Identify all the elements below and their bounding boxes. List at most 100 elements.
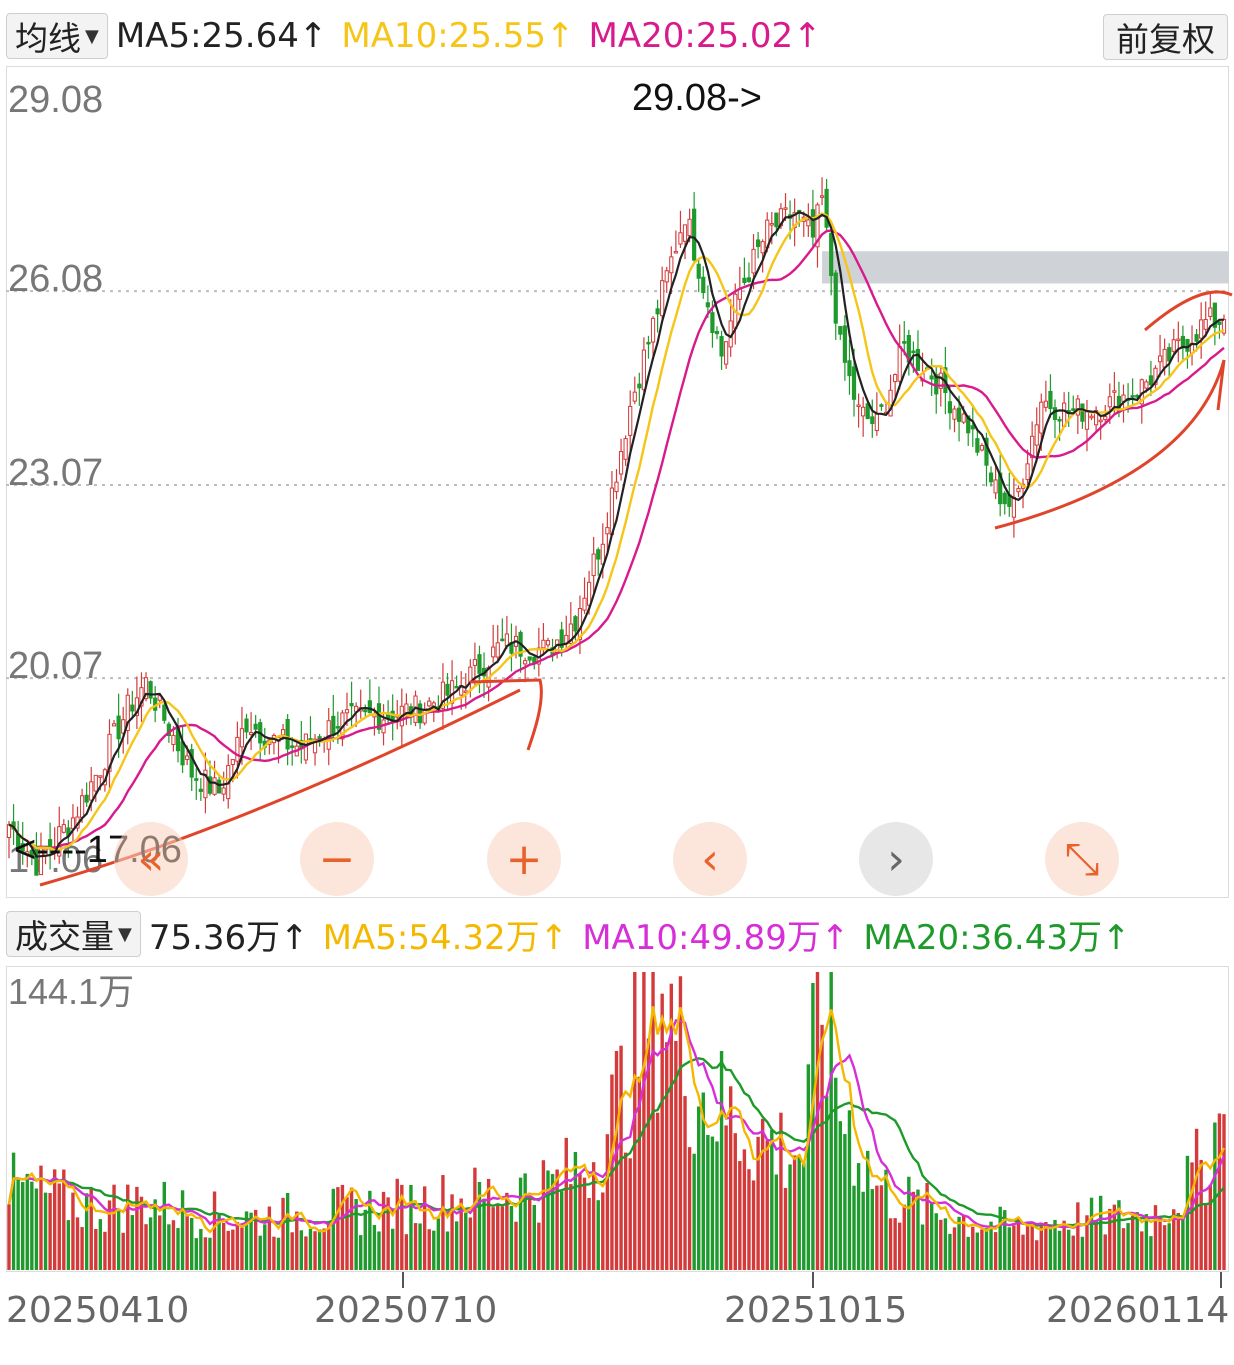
candle-body — [915, 348, 921, 371]
volume-bar — [966, 1236, 970, 1270]
candle-body — [235, 736, 240, 762]
volume-bar — [509, 1206, 514, 1270]
volume-bar — [107, 1200, 112, 1270]
volume-bar — [984, 1228, 989, 1270]
volume-bar — [971, 1226, 975, 1270]
candle-body — [710, 312, 715, 334]
volume-current: 75.36万↑ — [148, 917, 309, 958]
pan-left-button[interactable]: ‹ — [673, 822, 747, 896]
indicator-select[interactable]: 均线 ▼ — [6, 13, 108, 59]
candle-body — [1030, 435, 1035, 459]
candle-body — [1153, 367, 1158, 385]
volume-bar — [208, 1237, 212, 1270]
candle-body — [746, 277, 752, 283]
volume-panel[interactable] — [6, 966, 1229, 1272]
volume-bar — [221, 1222, 226, 1270]
minus-icon: − — [318, 833, 356, 885]
candle-body — [139, 687, 144, 707]
ma5-readout: MA5:25.64↑ — [115, 16, 328, 56]
volume-bar — [1190, 1162, 1194, 1270]
expand-icon: ⤡ — [1064, 833, 1100, 885]
volume-indicator-select[interactable]: 成交量 ▼ — [6, 911, 141, 957]
volume-bar — [468, 1217, 473, 1270]
volume-bar — [1167, 1223, 1171, 1270]
price-panel[interactable] — [6, 66, 1229, 898]
volume-bar — [80, 1227, 84, 1270]
volume-bar — [1057, 1230, 1062, 1270]
candle-body — [454, 685, 459, 689]
resistance-band — [822, 251, 1229, 284]
volume-bar — [1158, 1217, 1162, 1270]
volume-ma10-line — [7, 1019, 1226, 1230]
volume-bar — [943, 1218, 948, 1270]
candle-body — [870, 416, 875, 425]
candle-body — [1002, 492, 1007, 505]
volume-bar — [30, 1181, 34, 1270]
volume-bar — [1044, 1221, 1048, 1270]
volume-bar — [802, 1161, 806, 1270]
volume-bar — [555, 1169, 559, 1270]
volume-bar — [998, 1206, 1002, 1270]
volume-bar — [66, 1220, 71, 1270]
volume-bar — [240, 1227, 244, 1270]
zoom-out-button[interactable]: − — [300, 822, 374, 896]
volume-bar — [591, 1162, 596, 1270]
candle-body — [724, 341, 729, 365]
adjust-button[interactable]: 前复权 — [1103, 14, 1228, 60]
volume-bar — [587, 1197, 591, 1270]
volume-bar — [788, 1164, 792, 1270]
candle-body — [842, 325, 847, 363]
candle-body — [116, 715, 121, 740]
candle-body — [1025, 463, 1030, 481]
pan-far-left-button[interactable]: « — [114, 822, 188, 896]
volume-bar — [728, 1086, 733, 1270]
volume-bar — [738, 1161, 742, 1270]
volume-bar — [733, 1133, 737, 1270]
candle-body — [1148, 375, 1154, 386]
candle-body — [367, 700, 372, 714]
volume-bar — [500, 1206, 505, 1270]
volume-bar — [441, 1175, 445, 1270]
volume-bar — [422, 1186, 427, 1270]
volume-bar — [829, 972, 833, 1270]
volume-bar — [16, 1178, 20, 1270]
volume-bar — [336, 1187, 340, 1270]
ma5-line — [8, 210, 1225, 858]
volume-bar — [573, 1151, 578, 1270]
zoom-in-button[interactable]: + — [487, 822, 561, 896]
volume-bar — [1112, 1204, 1117, 1270]
candle-body — [523, 660, 528, 665]
candle-body — [847, 360, 852, 377]
candle-body — [815, 204, 820, 248]
candle-body — [637, 383, 642, 389]
volume-bar — [299, 1230, 304, 1270]
candle-body — [984, 437, 989, 466]
candle-body — [1217, 321, 1222, 325]
fullscreen-button[interactable]: ⤡ — [1045, 822, 1119, 896]
candle-body — [1208, 307, 1213, 317]
volume-bar — [276, 1237, 281, 1270]
volume-bar — [263, 1224, 267, 1270]
volume-bar — [1130, 1215, 1135, 1270]
volume-bar — [1222, 1114, 1226, 1270]
volume-bar — [153, 1199, 157, 1270]
volume-bar — [783, 1187, 788, 1270]
candle-body — [655, 308, 660, 315]
volume-bar — [760, 1118, 765, 1270]
volume-bar — [902, 1204, 906, 1270]
volume-bar — [194, 1238, 198, 1270]
volume-bar — [253, 1209, 258, 1270]
volume-bar — [272, 1236, 276, 1270]
volume-bar — [34, 1188, 39, 1270]
volume-bar — [190, 1217, 194, 1270]
volume-bar — [1035, 1240, 1039, 1270]
candle-body — [1057, 418, 1062, 422]
volume-bar — [1076, 1202, 1080, 1270]
volume-bar — [94, 1229, 98, 1270]
volume-bar — [642, 972, 646, 1270]
volume-bar — [89, 1187, 93, 1270]
candle-body — [239, 728, 245, 748]
volume-bar — [482, 1198, 486, 1270]
pan-right-button[interactable]: › — [859, 822, 933, 896]
volume-bar — [633, 972, 637, 1270]
